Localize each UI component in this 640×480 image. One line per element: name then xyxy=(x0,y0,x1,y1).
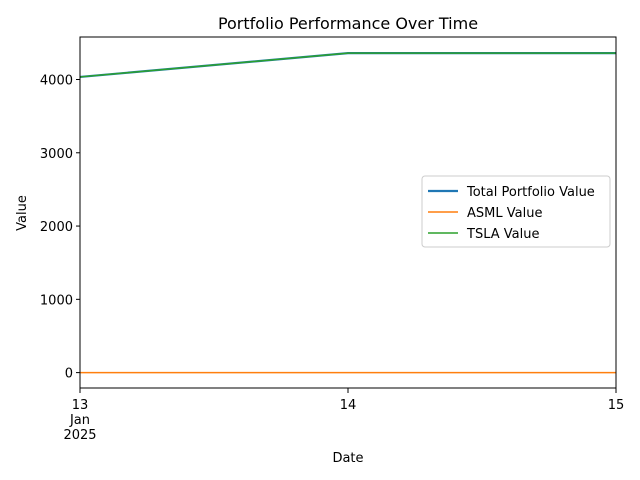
legend-box xyxy=(421,175,611,248)
y-tick-label-0: 0 xyxy=(65,367,73,382)
y-tick-label-3: 3000 xyxy=(40,147,73,162)
x-tick-label-2-0: 15 xyxy=(608,398,625,413)
x-tick-label-0-0: 13 xyxy=(72,398,89,413)
x-tick-label-0-2: 2025 xyxy=(63,428,96,443)
legend: Total Portfolio Value ASML Value TSLA Valu… xyxy=(421,175,611,248)
legend-label-1: ASML Value xyxy=(467,206,542,221)
series-line-2 xyxy=(79,52,616,78)
y-tick-label-2: 2000 xyxy=(40,220,73,235)
y-axis-label: Value xyxy=(15,195,30,231)
chart-title: Portfolio Performance Over Time xyxy=(218,14,478,33)
series-line-0 xyxy=(79,52,616,79)
legend-label-2: TSLA Value xyxy=(466,227,539,242)
legend-label-0: Total Portfolio Value xyxy=(466,185,595,200)
y-tick-label-1: 1000 xyxy=(40,293,73,308)
x-tick-label-0-1: Jan xyxy=(69,413,90,428)
x-axis-label: Date xyxy=(332,451,363,466)
x-tick-label-1-0: 14 xyxy=(340,398,357,413)
y-tick-label-4: 4000 xyxy=(40,74,73,89)
